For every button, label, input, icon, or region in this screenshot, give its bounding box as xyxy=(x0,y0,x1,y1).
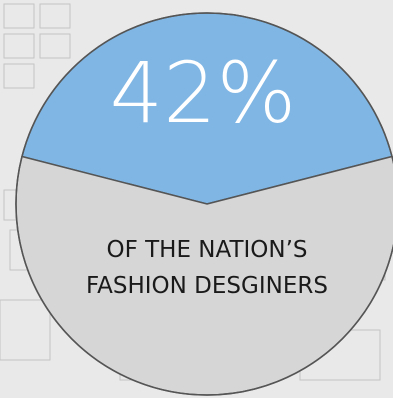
sketch-shape xyxy=(3,33,35,59)
sketch-shape xyxy=(39,3,71,29)
sketch-shape xyxy=(39,33,71,59)
sketch-shape xyxy=(3,3,35,29)
sketch-shape xyxy=(0,299,51,361)
percentage-label: 42% xyxy=(110,44,297,142)
caption-line-2: FASHION DESGINERS xyxy=(86,273,328,299)
pie-outline xyxy=(15,12,393,396)
sketch-shape xyxy=(3,63,35,89)
caption-line-1: OF THE NATION’S xyxy=(106,237,307,263)
